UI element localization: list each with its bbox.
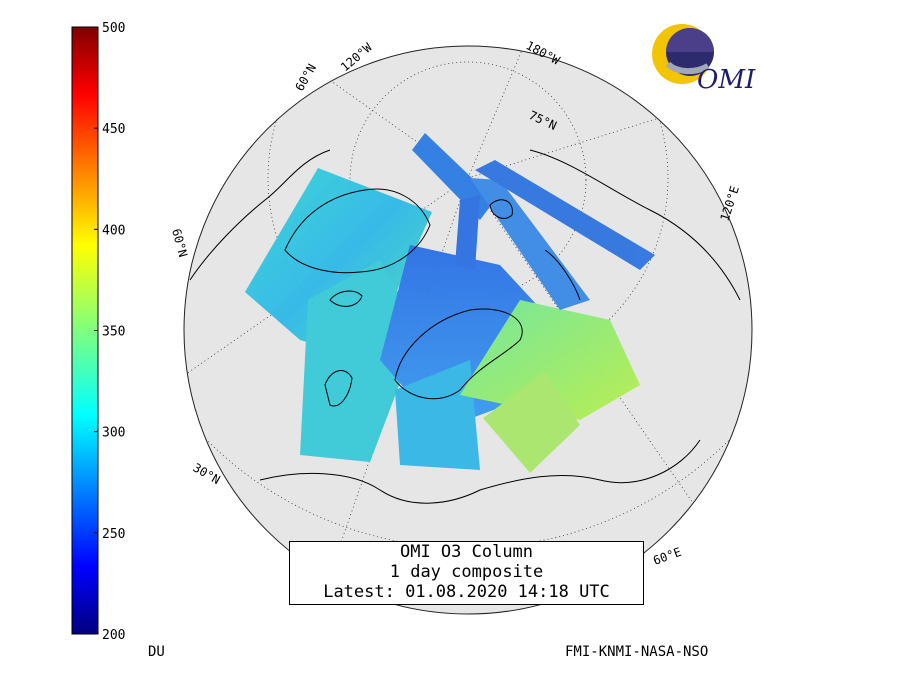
colorbar-tick-label: 500 bbox=[102, 21, 125, 36]
colorbar-tick-label: 250 bbox=[102, 527, 125, 542]
colorbar-gradient bbox=[71, 26, 99, 635]
coastlines bbox=[189, 149, 741, 504]
uk-coast bbox=[324, 370, 353, 407]
colorbar-tick-label: 450 bbox=[102, 122, 125, 137]
colorbar-ticks: 500 450 400 350 300 250 200 bbox=[94, 21, 125, 643]
colorbar: 500 450 400 350 300 250 200 bbox=[71, 21, 125, 643]
scandinavia-coast bbox=[394, 308, 523, 400]
colorbar-tick-label: 350 bbox=[102, 325, 125, 340]
caption-timestamp: Latest: 01.08.2020 14:18 UTC bbox=[323, 582, 610, 602]
swath-polar-4 bbox=[455, 195, 480, 270]
colorbar-tick-label: 300 bbox=[102, 426, 125, 441]
greenland-coast bbox=[284, 188, 431, 274]
swath-atlantic bbox=[300, 260, 420, 462]
credits-label: FMI-KNMI-NASA-NSO bbox=[565, 644, 709, 660]
svalbard-coast bbox=[489, 199, 513, 219]
north-america-coast bbox=[189, 149, 331, 281]
europe-coast bbox=[259, 439, 701, 504]
colorbar-tick-label: 400 bbox=[102, 223, 125, 238]
siberia-coast bbox=[529, 149, 741, 301]
swath-polar-3 bbox=[475, 160, 655, 270]
unit-label: DU bbox=[148, 644, 165, 660]
swath-polar-2 bbox=[470, 178, 590, 310]
caption-title: OMI O3 Column bbox=[399, 542, 534, 562]
swath-blacksea bbox=[483, 372, 580, 473]
novaya-zemlya-coast bbox=[544, 249, 581, 301]
swath-russia bbox=[460, 300, 640, 420]
colorbar-tick-label: 200 bbox=[102, 628, 125, 643]
logo-text: OMI bbox=[697, 65, 756, 95]
ozone-swaths bbox=[245, 133, 655, 473]
globe: 180°W 120°W 60°N 120°E 60°E 75°N 60°N 30… bbox=[169, 38, 753, 615]
lon-label-60e: 60°E bbox=[651, 545, 683, 568]
swath-baltic bbox=[395, 360, 480, 470]
lat-label-60n: 60°N bbox=[169, 227, 190, 259]
caption-subtitle: 1 day composite bbox=[389, 562, 544, 582]
omi-logo: OMI bbox=[652, 24, 756, 95]
lon-label-60n: 60°N bbox=[292, 61, 319, 93]
iceland-coast bbox=[329, 290, 363, 307]
caption-box: OMI O3 Column 1 day composite Latest: 01… bbox=[289, 541, 644, 605]
